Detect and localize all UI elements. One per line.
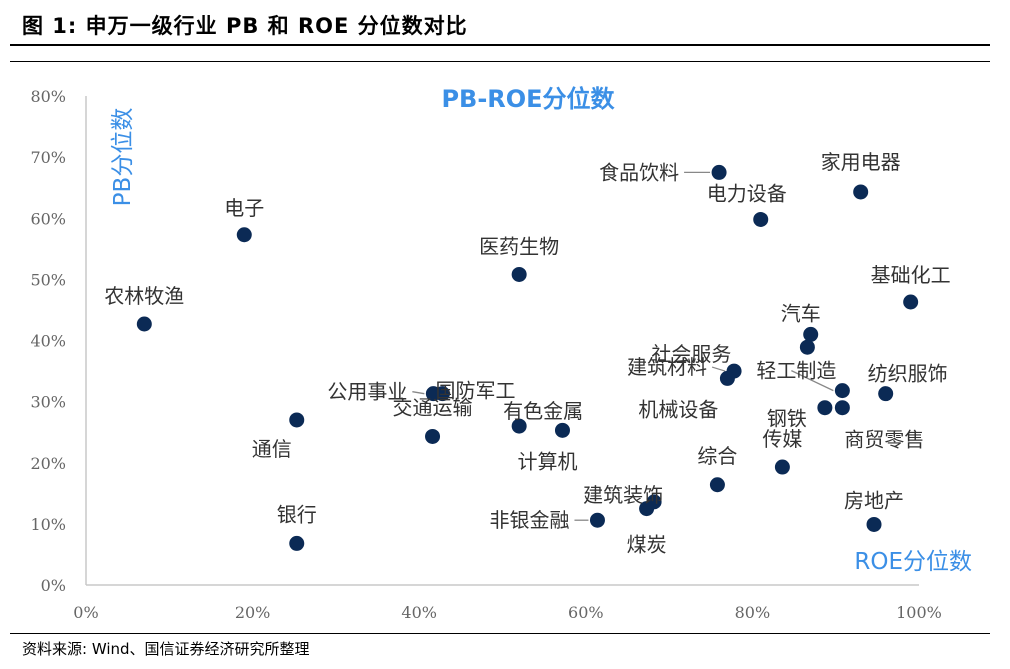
point-label: 建筑材料 xyxy=(627,355,707,379)
point-label: 商贸零售 xyxy=(844,428,924,452)
point-label: 非银金融 xyxy=(489,508,569,532)
point-label: 食品饮料 xyxy=(599,160,679,184)
y-tick-label: 20% xyxy=(30,454,66,473)
point-label: 电力设备 xyxy=(707,181,787,205)
leader-lines xyxy=(412,171,834,521)
data-point xyxy=(236,227,252,243)
point-labels: 食品饮料 家用电器电力设备电子医药生物基础化工农林牧渔汽车社会服务建筑材料机械设备… xyxy=(104,150,950,557)
data-point xyxy=(866,516,882,532)
point-label: 计算机 xyxy=(517,449,577,473)
data-point xyxy=(136,316,152,332)
point-label: 国防军工 xyxy=(436,379,516,403)
point-label: 银行 xyxy=(277,502,317,526)
point-label: 综合 xyxy=(697,444,737,468)
figure-title: 图 1: 申万一级行业 PB 和 ROE 分位数对比 xyxy=(22,14,468,38)
data-point xyxy=(554,422,570,438)
x-tick-label: 20% xyxy=(235,603,271,622)
x-tick-label: 60% xyxy=(568,603,604,622)
point-label: 交通运输 xyxy=(393,395,473,419)
data-point xyxy=(834,400,850,416)
data-point xyxy=(799,339,815,355)
point-label: 社会服务 xyxy=(651,342,731,366)
y-tick-label: 0% xyxy=(41,576,66,595)
data-point xyxy=(753,211,769,227)
y-tick-label: 50% xyxy=(30,270,66,289)
point-label: 煤炭 xyxy=(627,533,667,557)
leader-line xyxy=(791,370,834,392)
title-rule-bottom xyxy=(10,61,990,62)
y-tick-label: 40% xyxy=(30,332,66,351)
x-tick-label: 100% xyxy=(896,603,942,622)
point-label: 医药生物 xyxy=(479,234,559,258)
data-point xyxy=(834,383,850,399)
data-point xyxy=(878,386,894,402)
x-tick-label: 0% xyxy=(73,603,98,622)
source-rule xyxy=(10,633,990,634)
y-tick-label: 10% xyxy=(30,515,66,534)
y-tick-label: 30% xyxy=(30,393,66,412)
y-tick-label: 70% xyxy=(30,148,66,167)
chart-axes xyxy=(85,96,919,586)
data-point xyxy=(803,326,819,342)
data-point xyxy=(435,386,451,402)
title-rule-top xyxy=(10,44,990,46)
point-label: 家用电器 xyxy=(821,150,901,174)
leader-line xyxy=(412,391,425,395)
point-label: 钢铁 xyxy=(767,407,807,431)
data-point xyxy=(639,501,655,517)
data-point xyxy=(853,184,869,200)
data-point xyxy=(511,266,527,282)
y-tick-label: 80% xyxy=(30,87,66,106)
leader-line xyxy=(711,366,726,372)
source-note: 资料来源: Wind、国信证券经济研究所整理 xyxy=(22,640,310,658)
point-label: 农林牧渔 xyxy=(104,284,184,308)
data-point xyxy=(511,418,527,434)
data-point xyxy=(289,412,305,428)
data-point xyxy=(289,535,305,551)
x-axis-label: ROE分位数 xyxy=(854,549,972,575)
chart-ticks: 0% 20% 40% 60% 80% 100% 0% 10% 20% 30% 40% 50% 60% 70… xyxy=(30,87,941,622)
data-point xyxy=(709,477,725,493)
data-point xyxy=(719,370,735,386)
point-label: 汽车 xyxy=(781,301,821,325)
point-label: 基础化工 xyxy=(871,263,951,287)
data-point xyxy=(589,512,605,528)
data-point xyxy=(903,294,919,310)
data-point xyxy=(774,459,790,475)
data-point xyxy=(711,164,727,180)
point-label: 有色金属 xyxy=(503,399,583,423)
point-label: 通信 xyxy=(252,437,292,461)
point-label: 公用事业 xyxy=(327,380,407,404)
x-tick-label: 40% xyxy=(401,603,437,622)
point-label: 电子 xyxy=(224,196,264,220)
point-label: 轻工制造 xyxy=(756,359,836,383)
chart-title: PB-ROE分位数 xyxy=(441,85,615,113)
y-tick-label: 60% xyxy=(30,209,66,228)
point-label: 纺织服饰 xyxy=(868,362,948,386)
y-axis-label: PB分位数 xyxy=(110,108,136,207)
point-label: 房地产 xyxy=(844,488,904,512)
x-tick-label: 80% xyxy=(735,603,771,622)
data-point xyxy=(817,400,833,416)
data-point xyxy=(425,428,441,444)
point-label: 建筑装饰 xyxy=(583,483,663,507)
point-label: 传媒 xyxy=(762,427,802,451)
data-points xyxy=(136,164,919,551)
point-label: 机械设备 xyxy=(638,397,718,421)
